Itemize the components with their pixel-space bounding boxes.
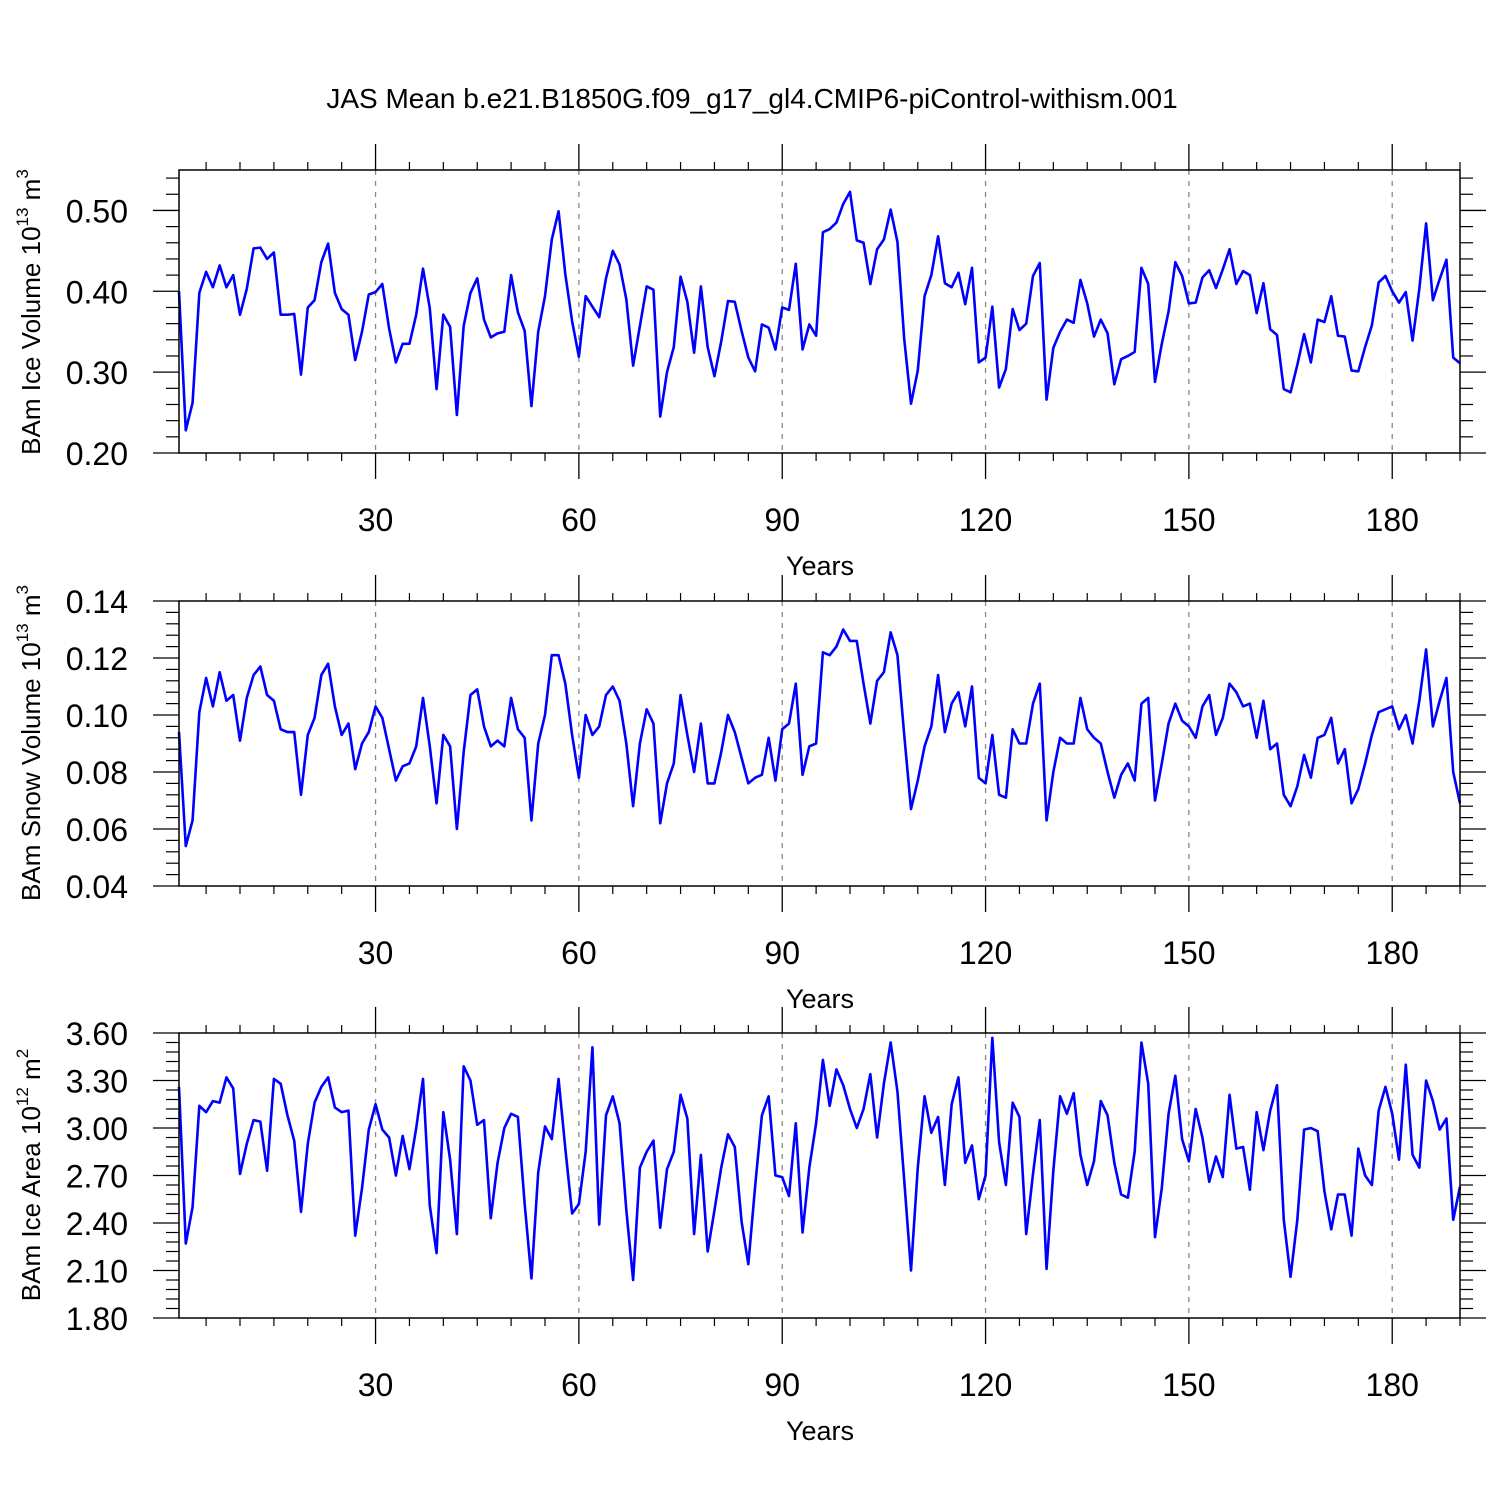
y-axis-label-main: BAm Ice Volume 10	[16, 226, 46, 454]
chart-panel-3: 30 60 90 120 150 180 1.80 2.10 2.40 2.70 3.00 3.30 3…	[13, 1007, 1486, 1446]
y-axis-label: BAm Ice Area 1012 m2	[13, 1049, 46, 1301]
y-tick-label-2.10: 2.10	[66, 1254, 128, 1290]
y-tick-label-0.10: 0.10	[66, 698, 128, 734]
x-tick-label-60: 60	[561, 935, 597, 971]
y-axis-label-exponent: 13	[13, 623, 32, 642]
plot-frame	[178, 600, 1461, 887]
x-tick-label-180: 180	[1366, 1367, 1419, 1403]
x-tick-label-30: 30	[358, 935, 394, 971]
x-tick-label-150: 150	[1162, 935, 1215, 971]
x-tick-label-90: 90	[764, 1367, 800, 1403]
x-tick-label-180: 180	[1366, 935, 1419, 971]
y-axis-label-exponent: 12	[13, 1087, 32, 1106]
chart-panel-2: 30 60 90 120 150 180 0.04 0.06 0.08 0.10 0.12 0.14 Y…	[13, 575, 1486, 1014]
y-tick-label-0.30: 0.30	[66, 355, 128, 391]
y-axis-label: BAm Snow Volume 1013 m3	[13, 585, 46, 901]
y-axis-label-unit-exponent: 3	[13, 169, 32, 178]
plot-frame	[178, 1032, 1461, 1319]
y-axis-label-unit: m	[16, 179, 46, 208]
chart-panel-1: 30 60 90 120 150 180 0.20 0.30 0.40 0.50 Years BAm …	[13, 144, 1486, 581]
y-axis-label-unit: m	[16, 594, 46, 623]
x-axis-label: Years	[786, 984, 854, 1014]
y-axis-label-main: BAm Ice Area 10	[16, 1106, 46, 1301]
y-tick-label-0.40: 0.40	[66, 274, 128, 310]
x-tick-label-150: 150	[1162, 502, 1215, 538]
x-axis-label: Years	[786, 551, 854, 581]
y-tick-label-3.60: 3.60	[66, 1016, 128, 1052]
x-tick-label-120: 120	[959, 935, 1012, 971]
x-tick-label-120: 120	[959, 1367, 1012, 1403]
y-tick-label-0.14: 0.14	[66, 584, 128, 620]
x-tick-label-150: 150	[1162, 1367, 1215, 1403]
x-tick-label-180: 180	[1366, 502, 1419, 538]
y-axis-label-exponent: 13	[13, 208, 32, 227]
y-axis-label-unit-exponent: 3	[13, 585, 32, 594]
y-axis-label-main: BAm Snow Volume 10	[16, 642, 46, 901]
x-tick-label-60: 60	[561, 502, 597, 538]
y-axis-label: BAm Ice Volume 1013 m3	[13, 169, 46, 455]
plot-frame	[178, 169, 1461, 454]
x-tick-label-120: 120	[959, 502, 1012, 538]
y-tick-label-0.12: 0.12	[66, 641, 128, 677]
x-tick-label-30: 30	[358, 502, 394, 538]
series-line	[177, 628, 1462, 848]
chart-panels: 30 60 90 120 150 180 0.20 0.30 0.40 0.50 Years BAm …	[13, 144, 1486, 1446]
series-line	[177, 190, 1461, 432]
x-tick-label-90: 90	[764, 935, 800, 971]
y-tick-label-3.00: 3.00	[66, 1111, 128, 1147]
x-tick-label-90: 90	[764, 502, 800, 538]
y-tick-label-1.80: 1.80	[66, 1301, 128, 1337]
x-axis-label: Years	[786, 1416, 854, 1446]
y-tick-label-0.06: 0.06	[66, 812, 128, 848]
series-line	[177, 1036, 1462, 1282]
y-tick-label-0.04: 0.04	[66, 869, 128, 905]
y-tick-label-2.40: 2.40	[66, 1206, 128, 1242]
x-tick-label-60: 60	[561, 1367, 597, 1403]
figure-title: JAS Mean b.e21.B1850G.f09_g17_gl4.CMIP6-…	[326, 83, 1177, 114]
y-tick-label-3.30: 3.30	[66, 1064, 128, 1100]
y-tick-label-0.08: 0.08	[66, 755, 128, 791]
y-axis-label-unit: m	[16, 1058, 46, 1087]
y-tick-label-2.70: 2.70	[66, 1159, 128, 1195]
y-axis-label-unit-exponent: 2	[13, 1049, 32, 1058]
y-tick-label-0.50: 0.50	[66, 193, 128, 229]
y-tick-label-0.20: 0.20	[66, 436, 128, 472]
x-tick-label-30: 30	[358, 1367, 394, 1403]
